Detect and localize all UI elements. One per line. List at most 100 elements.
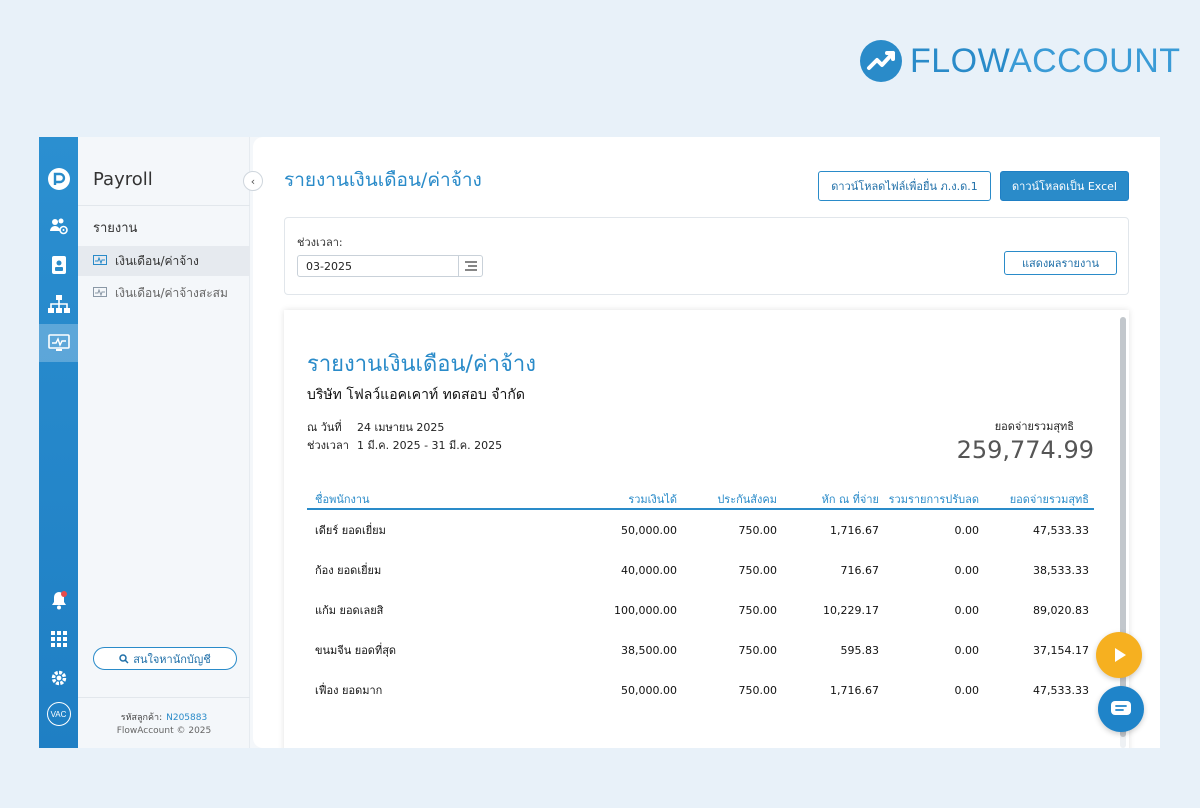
icon-rail: VAC — [39, 137, 78, 748]
table-body: เดียร์ ยอดเยี่ยม 50,000.00 750.00 1,716.67 0… — [307, 510, 1094, 710]
sidebar-item-label: เงินเดือน/ค่าจ้างสะสม — [115, 285, 228, 300]
cell-withholding: 716.67 — [840, 563, 880, 577]
id-card-icon[interactable] — [39, 249, 78, 281]
cell-social-security: 750.00 — [738, 563, 778, 577]
show-report-button[interactable]: แสดงผลรายงาน — [1004, 251, 1117, 275]
cell-income: 50,000.00 — [621, 523, 677, 537]
gear-icon[interactable] — [39, 662, 78, 694]
report-as-of: ณ วันที่ 24 เมษายน 2025 — [307, 418, 444, 436]
period-input[interactable]: 03-2025 — [297, 255, 483, 277]
cell-withholding: 10,229.17 — [823, 603, 879, 617]
cell-employee-name: ขนมจีน ยอดที่สุด — [315, 644, 397, 657]
report-card: รายงานเงินเดือน/ค่าจ้าง บริษัท โฟลว์แอคเ… — [284, 310, 1129, 748]
cell-net-pay: 38,533.33 — [1033, 563, 1089, 577]
download-pnd1-button[interactable]: ดาวน์โหลดไฟล์เพื่อยื่น ภ.ง.ด.1 — [818, 171, 991, 201]
col-header-net-pay[interactable]: ยอดจ่ายรวมสุทธิ — [1009, 493, 1089, 506]
flowaccount-logo-icon — [860, 40, 902, 82]
report-scrollbar[interactable] — [1120, 317, 1126, 748]
report-monitor-icon[interactable] — [39, 324, 78, 362]
col-header-withholding[interactable]: หัก ณ ที่จ่าย — [821, 493, 879, 506]
cell-income: 40,000.00 — [621, 563, 677, 577]
report-title: รายงานเงินเดือน/ค่าจ้าง — [307, 352, 537, 377]
customer-code-label: รหัสลูกค้า: — [120, 713, 163, 723]
search-icon — [119, 653, 129, 664]
apps-grid-icon[interactable] — [39, 623, 78, 655]
cell-income: 50,000.00 — [621, 683, 677, 697]
table-row[interactable]: แก้ม ยอดเลยสิ 100,000.00 750.00 10,229.17 0.… — [307, 590, 1094, 630]
customer-code: รหัสลูกค้า: N205883 — [78, 710, 250, 724]
cell-employee-name: แก้ม ยอดเลยสิ — [315, 604, 384, 617]
as-of-label: ณ วันที่ — [307, 421, 342, 434]
col-header-income[interactable]: รวมเงินได้ — [628, 493, 677, 506]
cell-social-security: 750.00 — [738, 523, 778, 537]
play-video-button[interactable] — [1096, 632, 1142, 678]
flowpayroll-logo-icon[interactable] — [39, 163, 78, 195]
net-total-label: ยอดจ่ายรวมสุทธิ — [994, 420, 1074, 433]
calendar-menu-icon[interactable] — [458, 256, 482, 276]
net-total-value: 259,774.99 — [956, 436, 1094, 464]
col-header-deductions[interactable]: รวมรายการปรับลด — [888, 493, 979, 506]
cell-deductions: 0.00 — [954, 683, 980, 697]
report-company: บริษัท โฟลว์แอคเคาท์ ทดสอบ จำกัด — [307, 387, 525, 403]
chevron-left-icon: ‹ — [250, 174, 256, 188]
brand-logo: FLOWACCOUNT — [860, 38, 1181, 84]
main-panel: รายงานเงินเดือน/ค่าจ้าง ดาวน์โหลดไฟล์เพื… — [253, 137, 1160, 748]
avatar-initials: VAC — [46, 702, 71, 726]
copyright: FlowAccount © 2025 — [116, 726, 212, 736]
cell-withholding: 1,716.67 — [830, 683, 879, 697]
chat-icon — [1111, 701, 1131, 715]
as-of-value: 24 เมษายน 2025 — [357, 421, 445, 434]
table-row[interactable]: ก้อง ยอดเยี่ยม 40,000.00 750.00 716.67 0.00 3… — [307, 550, 1094, 590]
cell-deductions: 0.00 — [954, 523, 980, 537]
sidebar-item-salary-accumulated[interactable]: เงินเดือน/ค่าจ้างสะสม — [78, 278, 250, 308]
cell-social-security: 750.00 — [738, 643, 778, 657]
report-period: ช่วงเวลา 1 มี.ค. 2025 - 31 มี.ค. 2025 — [307, 436, 502, 454]
sidebar-title: Payroll — [93, 169, 153, 190]
filter-panel: ช่วงเวลา: 03-2025 แสดงผลรายงาน — [284, 217, 1129, 295]
sidebar-divider — [78, 205, 250, 206]
org-chart-icon[interactable] — [39, 288, 78, 320]
sidebar: Payroll รายงาน เงินเดือน/ค่าจ้าง เงินเดื… — [78, 137, 250, 748]
sidebar-item-salary[interactable]: เงินเดือน/ค่าจ้าง — [78, 246, 250, 276]
cell-social-security: 750.00 — [738, 683, 778, 697]
report-period-label: ช่วงเวลา — [307, 439, 349, 452]
user-avatar[interactable]: VAC — [39, 698, 78, 730]
cell-net-pay: 47,533.33 — [1033, 683, 1089, 697]
collapse-sidebar-button[interactable]: ‹ — [243, 171, 263, 191]
table-row[interactable]: เฟื่อง ยอดมาก 50,000.00 750.00 1,716.67 0.00… — [307, 670, 1094, 710]
report-chart-icon — [93, 255, 107, 265]
report-chart-icon — [93, 287, 107, 297]
sidebar-section-reports: รายงาน — [93, 221, 138, 236]
download-excel-button[interactable]: ดาวน์โหลดเป็น Excel — [1000, 171, 1129, 201]
brand-name-part1: FLOW — [910, 42, 1009, 80]
cell-withholding: 1,716.67 — [830, 523, 879, 537]
brand-name-part2: ACCOUNT — [1008, 42, 1181, 80]
cell-employee-name: ก้อง ยอดเยี่ยม — [315, 564, 382, 577]
cell-net-pay: 89,020.83 — [1033, 603, 1089, 617]
cell-deductions: 0.00 — [954, 603, 980, 617]
cell-income: 100,000.00 — [614, 603, 677, 617]
chat-button[interactable] — [1098, 686, 1144, 732]
period-value[interactable]: 03-2025 — [306, 259, 352, 273]
cell-employee-name: เฟื่อง ยอดมาก — [315, 684, 383, 697]
cell-deductions: 0.00 — [954, 643, 980, 657]
brand-wordmark: FLOWACCOUNT — [910, 44, 1181, 78]
report-table: ชื่อพนักงาน รวมเงินได้ ประกันสังคม หัก ณ… — [307, 491, 1094, 710]
customer-code-value[interactable]: N205883 — [166, 713, 208, 723]
sidebar-item-label: เงินเดือน/ค่าจ้าง — [115, 253, 199, 268]
scrollbar-thumb[interactable] — [1120, 317, 1126, 737]
find-accountant-button[interactable]: สนใจหานักบัญชี — [93, 647, 237, 670]
col-header-name[interactable]: ชื่อพนักงาน — [315, 493, 370, 506]
table-row[interactable]: เดียร์ ยอดเยี่ยม 50,000.00 750.00 1,716.67 0… — [307, 510, 1094, 550]
report-period-value: 1 มี.ค. 2025 - 31 มี.ค. 2025 — [357, 439, 503, 452]
cell-income: 38,500.00 — [621, 643, 677, 657]
cell-withholding: 595.83 — [840, 643, 880, 657]
people-settings-icon[interactable] — [39, 210, 78, 242]
bell-icon[interactable] — [39, 584, 78, 616]
table-header: ชื่อพนักงาน รวมเงินได้ ประกันสังคม หัก ณ… — [307, 491, 1094, 510]
play-icon — [1115, 648, 1126, 662]
col-header-social-security[interactable]: ประกันสังคม — [717, 493, 777, 506]
period-label: ช่วงเวลา: — [297, 236, 343, 249]
table-row[interactable]: ขนมจีน ยอดที่สุด 38,500.00 750.00 595.83 0.0… — [307, 630, 1094, 670]
cell-deductions: 0.00 — [954, 563, 980, 577]
